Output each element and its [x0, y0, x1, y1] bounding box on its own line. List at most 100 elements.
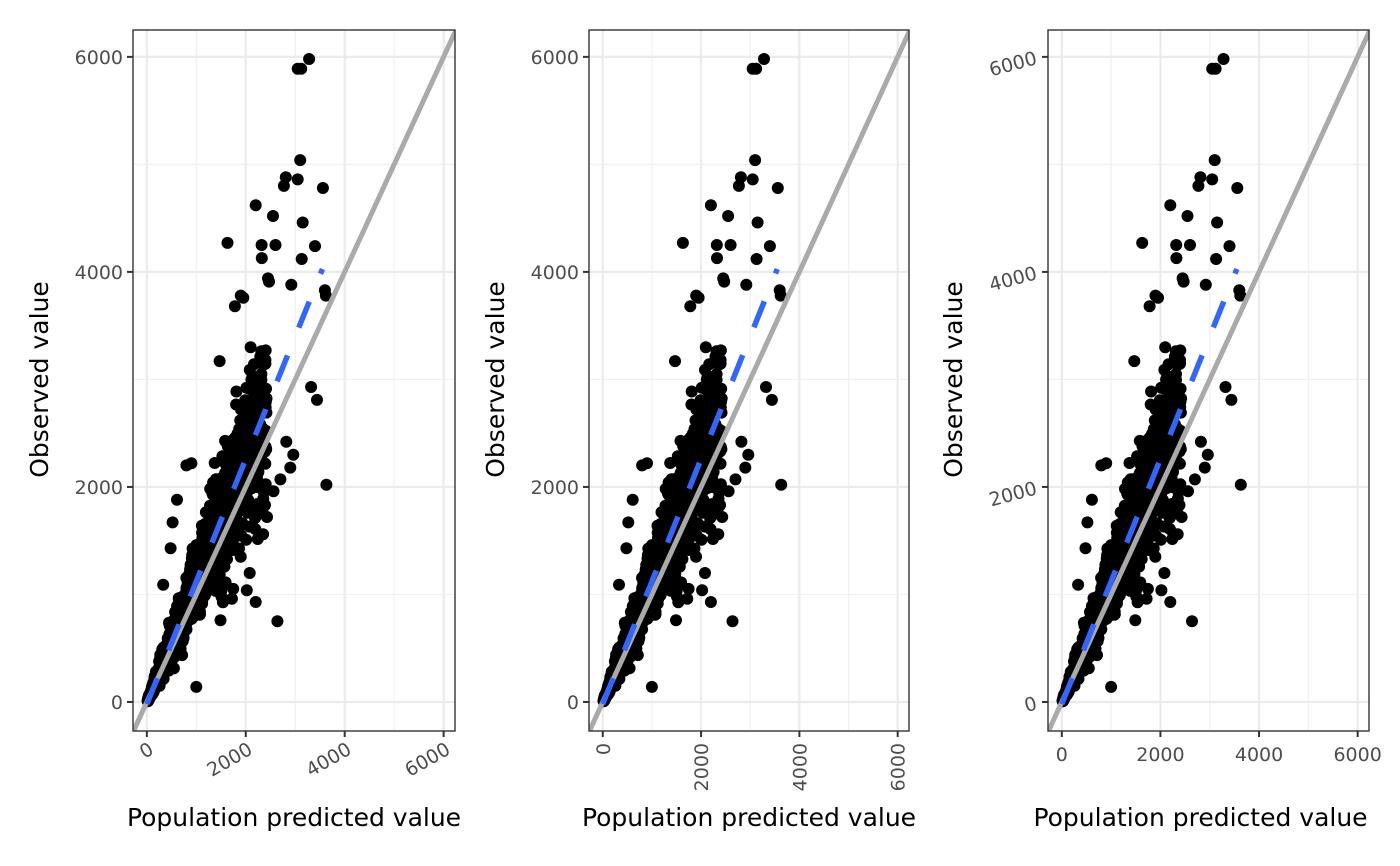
data-point [1199, 278, 1212, 291]
data-point [1165, 498, 1178, 510]
data-point [261, 511, 273, 523]
y-tick-label: 4000 [987, 262, 1039, 296]
data-point [204, 482, 217, 495]
data-point [1184, 239, 1196, 251]
data-point [758, 53, 770, 65]
data-point [704, 596, 717, 608]
x-tick-label: 6000 [888, 743, 910, 791]
data-point [227, 582, 240, 595]
data-point [291, 173, 304, 186]
data-point [1188, 473, 1201, 486]
data-point [722, 210, 735, 222]
data-point [620, 542, 633, 555]
data-point [1160, 373, 1173, 386]
y-tick-label: 2000 [531, 477, 579, 499]
data-point [1136, 236, 1149, 249]
data-point [1206, 173, 1219, 186]
data-point [672, 596, 685, 609]
data-point [1133, 434, 1146, 447]
data-point [1170, 368, 1182, 381]
data-point [666, 578, 679, 591]
data-point [636, 459, 649, 472]
data-point [236, 448, 249, 460]
x-tick-label: 6000 [1333, 744, 1381, 766]
y-axis-title: Observed value [481, 281, 510, 478]
data-point [1125, 578, 1138, 591]
x-tick-label: 4000 [1235, 744, 1283, 766]
data-point [280, 435, 293, 448]
data-point [1174, 354, 1186, 366]
data-point [1231, 182, 1244, 194]
data-point [1175, 511, 1188, 523]
data-point [724, 239, 737, 251]
data-point [1170, 239, 1183, 251]
regression-line [144, 267, 325, 706]
data-point [681, 592, 694, 605]
y-tick-label: 2000 [987, 478, 1039, 512]
data-point [685, 385, 698, 398]
data-point [709, 397, 722, 410]
data-point [702, 409, 714, 422]
data-point [1146, 427, 1159, 440]
data-point [686, 427, 699, 440]
data-point [230, 398, 243, 411]
data-point [715, 382, 728, 395]
data-point [267, 210, 279, 222]
y-axis-title: Observed value [939, 281, 968, 478]
y-tick-label: 0 [1022, 693, 1039, 717]
data-point [659, 482, 672, 495]
data-point [295, 62, 308, 75]
data-point [233, 542, 245, 555]
data-point [1234, 478, 1247, 491]
data-point [204, 499, 216, 512]
y-tick-label: 6000 [531, 47, 579, 69]
data-point [219, 434, 232, 447]
y-tick-label: 6000 [75, 47, 123, 69]
data-point [1169, 397, 1182, 410]
data-point [267, 485, 280, 498]
x-tick-label: 6000 [401, 738, 454, 781]
data-point [685, 398, 698, 411]
data-point [1157, 422, 1170, 435]
data-point [1186, 615, 1198, 628]
data-point [674, 434, 687, 447]
data-point [311, 393, 323, 406]
data-point [1118, 499, 1131, 512]
data-point [1162, 383, 1175, 396]
data-point [700, 373, 713, 386]
y-tick-label: 4000 [75, 262, 123, 284]
data-point [750, 253, 763, 265]
data-point [295, 253, 308, 265]
data-point [316, 182, 329, 194]
data-point [1181, 210, 1194, 222]
data-point [217, 551, 230, 564]
data-point [739, 461, 752, 474]
data-point [714, 354, 727, 366]
data-point [698, 422, 711, 435]
data-point [216, 596, 229, 609]
data-point [692, 291, 705, 304]
data-point [706, 498, 719, 510]
data-point [249, 596, 262, 608]
data-point [269, 239, 282, 251]
data-point [213, 355, 226, 368]
data-point [319, 289, 332, 302]
data-point [309, 240, 321, 253]
data-point [612, 643, 625, 656]
data-point [260, 382, 272, 395]
data-point [257, 486, 270, 499]
data-point [1177, 275, 1190, 288]
data-point [692, 448, 705, 460]
data-point [1132, 551, 1145, 564]
x-axis-title: Population predicted value [1033, 803, 1367, 832]
data-point [771, 182, 784, 194]
panel-left: 0 2000 4000 6000 0 2000 4000 6000 Population pre… [25, 29, 461, 832]
data-point [706, 509, 718, 522]
data-point [699, 567, 711, 579]
x-tick-label: 0 [1056, 744, 1068, 766]
data-point [294, 154, 307, 167]
y-tick-label: 0 [111, 692, 123, 714]
data-point [245, 373, 258, 386]
data-point [1234, 289, 1247, 302]
data-point [221, 236, 234, 249]
